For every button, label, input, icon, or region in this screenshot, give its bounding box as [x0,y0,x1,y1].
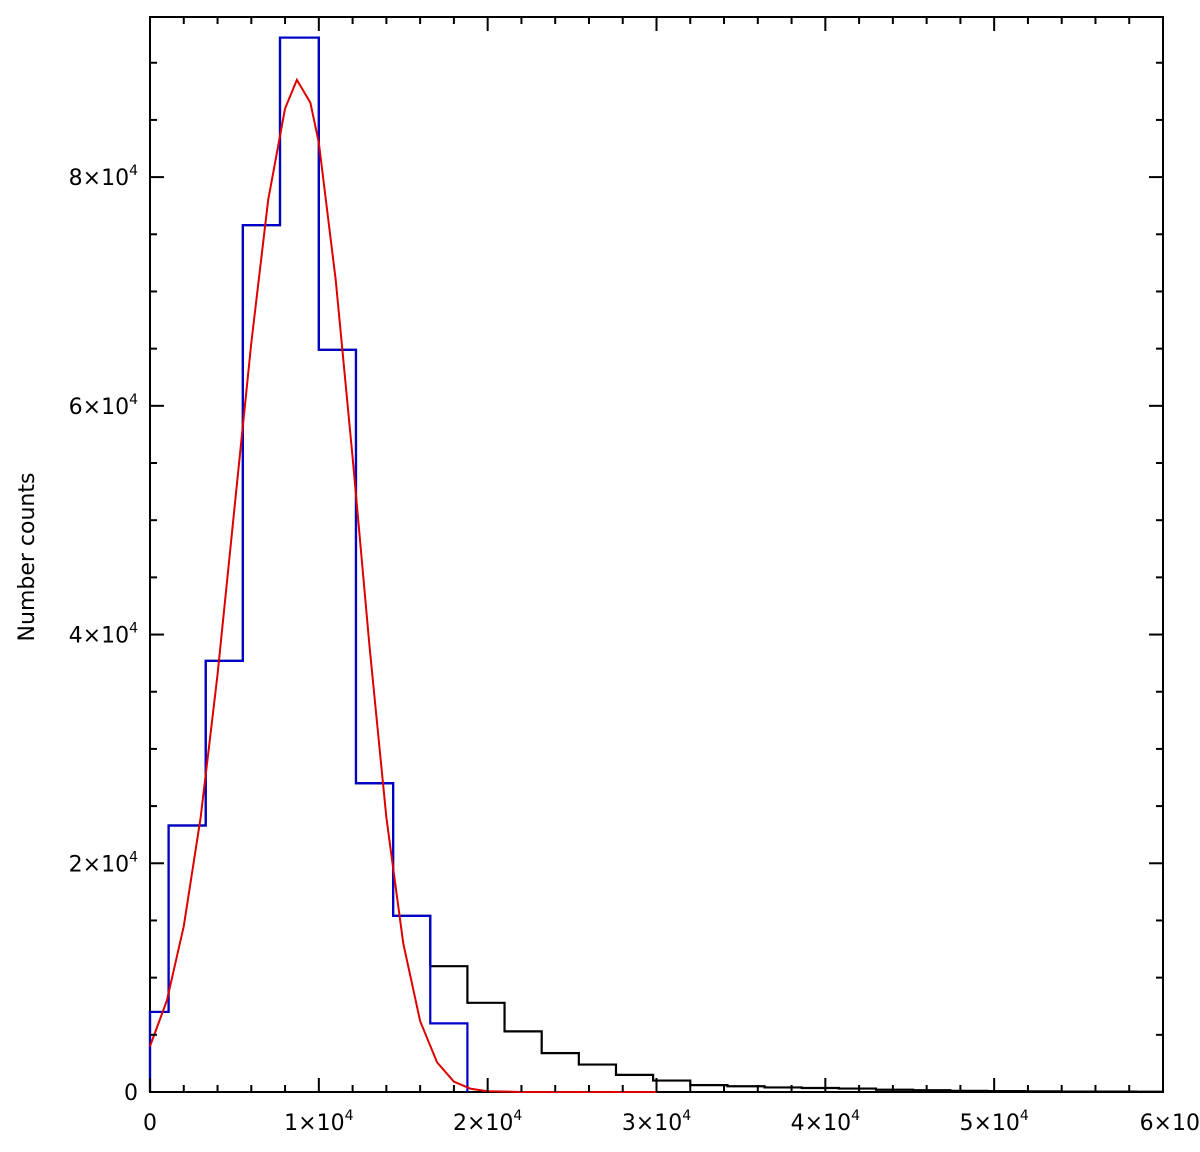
x-tick-label: 0 [143,1111,157,1136]
axis-ticks [149,17,1164,1093]
series-2-line [148,36,469,1092]
x-tick-labels: 0 1×104 2×104 3×104 4×104 5×104 6×10 [143,1108,1200,1136]
series-layer [148,36,1165,1093]
y-tick-label: 0 [124,1081,138,1106]
plot-border [149,16,1164,1093]
y-tick-labels: 0 2×104 4×104 6×104 8×104 [69,163,138,1106]
series-1-line [148,36,1165,1093]
x-tick-label: 2×104 [453,1108,522,1136]
x-tick-label: 1×104 [284,1108,353,1136]
series-3-line [149,77,657,1093]
y-tick-label: 4×104 [69,621,138,649]
x-tick-label: 5×104 [959,1108,1028,1136]
x-tick-label: 6×10 [1140,1111,1200,1136]
y-tick-label: 8×104 [69,163,138,191]
y-axis-title: Number counts [15,473,40,642]
y-tick-label: 6×104 [69,392,138,420]
x-tick-label: 3×104 [622,1108,691,1136]
plot-frame [149,16,1164,1093]
y-tick-label: 2×104 [69,849,138,877]
x-tick-label: 4×104 [791,1108,860,1136]
